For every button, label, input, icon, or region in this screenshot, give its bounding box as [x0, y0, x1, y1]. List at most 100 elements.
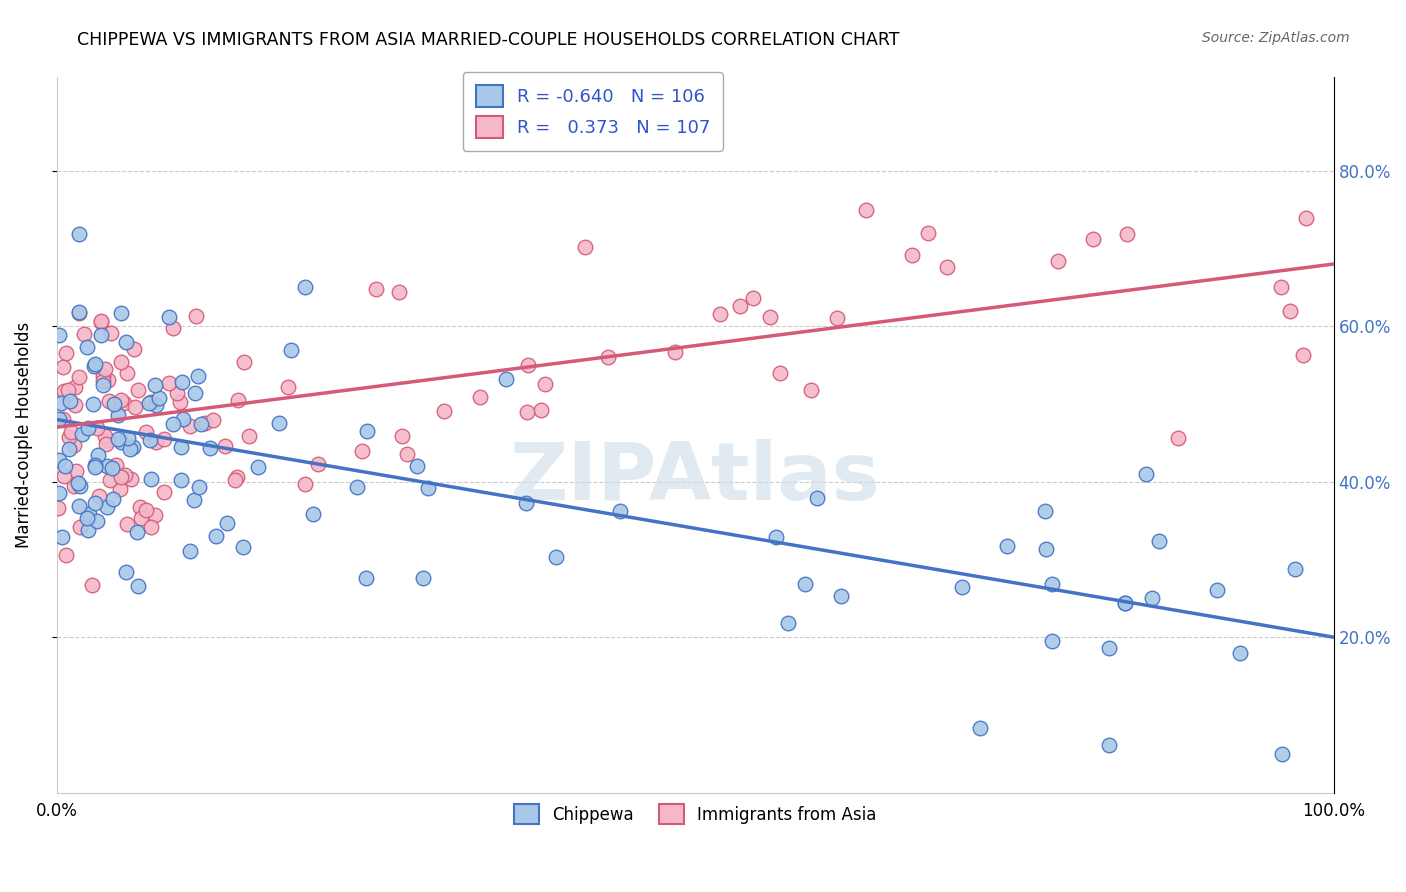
Point	[184, 309, 207, 323]
Point	[117, 431, 139, 445]
Point	[830, 590, 852, 604]
Point	[70, 426, 93, 441]
Point	[55, 549, 77, 563]
Point	[1206, 582, 1229, 597]
Point	[806, 491, 828, 505]
Point	[115, 517, 138, 532]
Point	[129, 500, 152, 514]
Point	[67, 306, 90, 320]
Point	[1284, 562, 1306, 576]
Point	[77, 507, 100, 521]
Point	[433, 404, 456, 418]
Point	[307, 458, 329, 472]
Point	[107, 409, 129, 423]
Point	[468, 390, 491, 404]
Point	[294, 476, 316, 491]
Point	[1040, 634, 1063, 648]
Point	[139, 433, 162, 447]
Point	[90, 328, 112, 343]
Point	[396, 446, 419, 460]
Point	[226, 393, 249, 408]
Point	[936, 260, 959, 275]
Point	[162, 321, 184, 335]
Point	[188, 479, 211, 493]
Point	[53, 469, 76, 483]
Point	[170, 376, 193, 390]
Point	[609, 504, 631, 518]
Point	[346, 480, 368, 494]
Legend: Chippewa, Immigrants from Asia: Chippewa, Immigrants from Asia	[503, 794, 886, 834]
Point	[901, 248, 924, 262]
Point	[127, 383, 149, 397]
Point	[120, 472, 142, 486]
Point	[515, 496, 537, 510]
Point	[60, 425, 83, 439]
Point	[91, 368, 114, 383]
Point	[388, 285, 411, 300]
Point	[1142, 591, 1164, 606]
Point	[194, 417, 217, 431]
Point	[103, 396, 125, 410]
Point	[110, 305, 132, 319]
Point	[46, 500, 69, 515]
Point	[110, 393, 132, 408]
Point	[172, 412, 194, 426]
Point	[80, 578, 103, 592]
Point	[516, 405, 538, 419]
Point	[100, 326, 122, 340]
Point	[917, 226, 939, 240]
Point	[143, 378, 166, 392]
Point	[277, 379, 299, 393]
Point	[112, 396, 135, 410]
Point	[118, 442, 141, 457]
Point	[214, 439, 236, 453]
Point	[97, 394, 120, 409]
Point	[202, 413, 225, 427]
Point	[76, 421, 98, 435]
Point	[776, 615, 799, 630]
Point	[86, 420, 108, 434]
Point	[115, 366, 138, 380]
Point	[125, 525, 148, 540]
Point	[534, 377, 557, 392]
Point	[950, 580, 973, 594]
Point	[84, 496, 107, 510]
Point	[97, 433, 120, 447]
Point	[517, 358, 540, 372]
Point	[759, 310, 782, 324]
Point	[76, 523, 98, 537]
Point	[793, 577, 815, 591]
Point	[87, 489, 110, 503]
Point	[741, 291, 763, 305]
Point	[51, 412, 73, 426]
Point	[135, 425, 157, 439]
Point	[52, 359, 75, 374]
Point	[179, 543, 201, 558]
Point	[162, 417, 184, 431]
Point	[217, 516, 239, 530]
Point	[238, 428, 260, 442]
Point	[169, 395, 191, 409]
Point	[129, 511, 152, 525]
Point	[135, 502, 157, 516]
Point	[141, 395, 163, 409]
Point	[114, 467, 136, 482]
Point	[1279, 304, 1302, 318]
Point	[1040, 577, 1063, 591]
Point	[170, 440, 193, 454]
Point	[90, 315, 112, 329]
Point	[110, 355, 132, 369]
Point	[114, 335, 136, 350]
Point	[495, 371, 517, 385]
Point	[855, 203, 877, 218]
Point	[122, 343, 145, 357]
Point	[63, 398, 86, 412]
Point	[90, 314, 112, 328]
Point	[98, 473, 121, 487]
Point	[65, 464, 87, 478]
Point	[1295, 211, 1317, 225]
Point	[166, 385, 188, 400]
Point	[1270, 280, 1292, 294]
Point	[225, 470, 247, 484]
Point	[65, 380, 87, 394]
